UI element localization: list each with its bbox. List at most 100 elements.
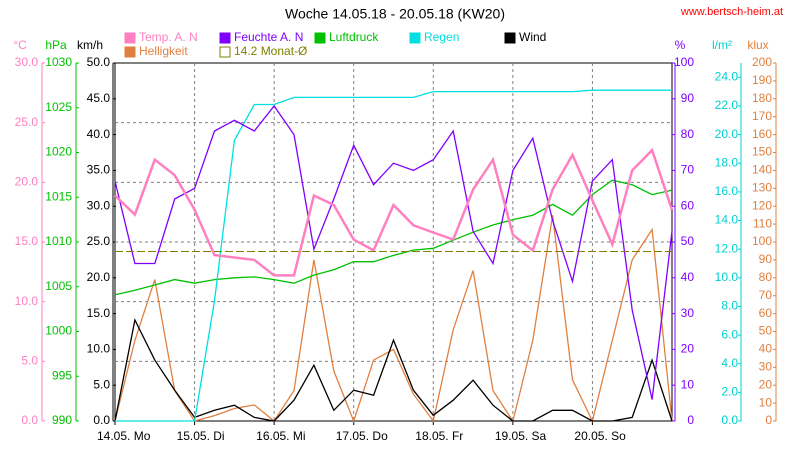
axis-unit: hPa xyxy=(45,38,67,52)
series-line xyxy=(114,215,673,423)
x-tick-label: 20.05. So xyxy=(574,429,626,443)
y-tick-label: 30.0 xyxy=(15,55,39,69)
y-tick-label: 70 xyxy=(681,163,695,177)
y-tick-label: 15.0 xyxy=(15,234,39,248)
y-tick-label: 190 xyxy=(752,73,772,87)
legend-key xyxy=(219,32,231,44)
y-tick-label: 45.0 xyxy=(87,91,111,105)
legend-key xyxy=(124,32,136,44)
y-tick-label: 5.0 xyxy=(93,377,110,391)
y-tick-label: 70 xyxy=(759,288,773,302)
y-tick-label: 20.0 xyxy=(15,175,39,189)
y-tick-label: 1000 xyxy=(45,324,72,338)
axis-unit: °C xyxy=(13,38,27,52)
y-tick-label: 20 xyxy=(681,342,695,356)
x-tick-label: 19.05. Sa xyxy=(495,429,547,443)
y-tick-label: 0 xyxy=(687,413,694,427)
legend-key xyxy=(409,32,421,44)
y-tick-label: 1010 xyxy=(45,234,72,248)
y-tick-label: 90 xyxy=(759,252,773,266)
legend-label: Regen xyxy=(424,30,459,44)
y-tick-label: 170 xyxy=(752,109,772,123)
y-tick-label: 14.0 xyxy=(715,213,739,227)
series-line xyxy=(115,89,672,422)
y-tick-label: 140 xyxy=(752,163,772,177)
y-tick-label: 90 xyxy=(681,91,695,105)
y-tick-label: 20.0 xyxy=(87,270,111,284)
y-tick-label: 50.0 xyxy=(87,55,111,69)
chart-title: Woche 14.05.18 - 20.05.18 (KW20) xyxy=(285,6,505,22)
legend-key xyxy=(124,46,136,58)
x-tick-label: 14.05. Mo xyxy=(97,429,151,443)
legend-key xyxy=(504,32,516,44)
series-line xyxy=(114,104,673,400)
y-tick-label: 20 xyxy=(759,377,773,391)
y-tick-label: 1025 xyxy=(45,100,72,114)
series-line xyxy=(114,147,674,277)
y-tick-label: 1020 xyxy=(45,145,72,159)
y-tick-label: 0 xyxy=(765,413,772,427)
y-tick-label: 35.0 xyxy=(87,163,111,177)
y-tick-label: 60 xyxy=(681,198,695,212)
y-tick-label: 40 xyxy=(681,270,695,284)
legend-key xyxy=(219,46,231,58)
legend-label: 14.2 Monat-Ø xyxy=(234,44,307,58)
y-tick-label: 24.0 xyxy=(715,69,739,83)
x-tick-label: 18.05. Fr xyxy=(415,429,463,443)
y-tick-label: 10.0 xyxy=(15,294,39,308)
y-tick-label: 0.0 xyxy=(21,413,38,427)
y-tick-label: 22.0 xyxy=(715,98,739,112)
y-tick-label: 18.0 xyxy=(715,155,739,169)
legend-label: Temp. A. N xyxy=(139,30,198,44)
x-tick-label: 17.05. Do xyxy=(336,429,388,443)
y-tick-label: 990 xyxy=(52,413,72,427)
y-tick-label: 200 xyxy=(752,55,772,69)
y-tick-label: 20.0 xyxy=(715,127,739,141)
y-tick-label: 10 xyxy=(681,377,695,391)
y-tick-label: 100 xyxy=(752,234,772,248)
y-tick-label: 6.0 xyxy=(721,327,738,341)
y-tick-label: 2.0 xyxy=(721,385,738,399)
legend-label: Feuchte A. N xyxy=(234,30,303,44)
source: www.bertsch-heim.at xyxy=(680,6,783,18)
y-tick-label: 10.0 xyxy=(87,342,111,356)
y-tick-label: 10.0 xyxy=(715,270,739,284)
y-tick-label: 16.0 xyxy=(715,184,739,198)
axis-unit: % xyxy=(675,38,686,52)
y-tick-label: 25.0 xyxy=(15,115,39,129)
y-tick-label: 30.0 xyxy=(87,198,111,212)
x-tick-label: 16.05. Mi xyxy=(256,429,305,443)
y-tick-label: 160 xyxy=(752,127,772,141)
y-tick-label: 1005 xyxy=(45,279,72,293)
y-tick-label: 80 xyxy=(759,270,773,284)
y-tick-label: 180 xyxy=(752,91,772,105)
legend-key xyxy=(314,32,326,44)
y-tick-label: 12.0 xyxy=(715,241,739,255)
y-tick-label: 10 xyxy=(759,395,773,409)
y-tick-label: 0.0 xyxy=(721,413,738,427)
y-tick-label: 15.0 xyxy=(87,306,111,320)
y-tick-label: 30 xyxy=(759,359,773,373)
y-tick-label: 100 xyxy=(674,55,694,69)
y-tick-label: 50 xyxy=(681,234,695,248)
y-tick-label: 40.0 xyxy=(87,127,111,141)
y-tick-label: 5.0 xyxy=(21,354,38,368)
y-tick-label: 995 xyxy=(52,368,72,382)
y-tick-label: 1015 xyxy=(45,189,72,203)
y-tick-label: 0.0 xyxy=(93,413,110,427)
legend-label: Helligkeit xyxy=(139,44,188,58)
y-tick-label: 110 xyxy=(753,216,772,230)
legend-label: Luftdruck xyxy=(329,30,379,44)
y-tick-label: 8.0 xyxy=(721,299,738,313)
axis-unit: km/h xyxy=(77,38,103,52)
y-tick-label: 120 xyxy=(752,198,772,212)
y-tick-label: 60 xyxy=(759,306,773,320)
y-tick-label: 40 xyxy=(759,342,773,356)
axis-unit: klux xyxy=(747,38,768,52)
y-tick-label: 30 xyxy=(681,306,695,320)
y-tick-label: 80 xyxy=(681,127,695,141)
y-tick-label: 4.0 xyxy=(721,356,738,370)
y-tick-label: 1030 xyxy=(45,55,72,69)
legend-label: Wind xyxy=(519,30,546,44)
